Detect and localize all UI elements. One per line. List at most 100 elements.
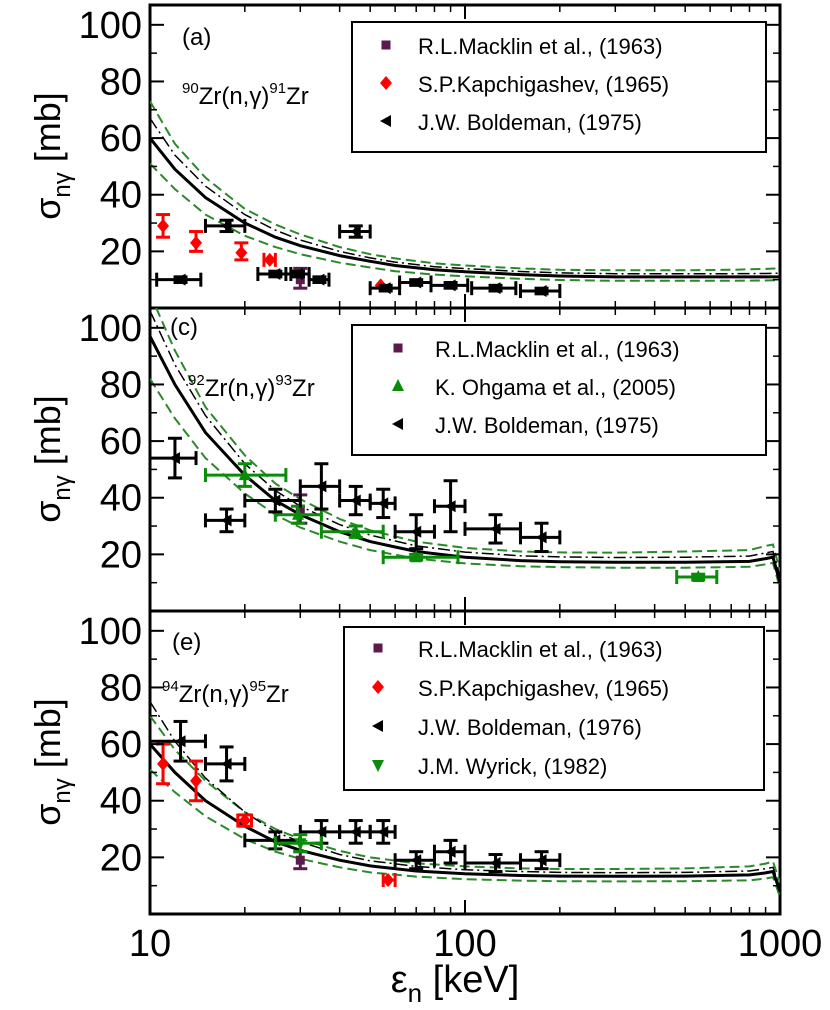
panel-c-data-point	[692, 570, 705, 583]
panel-a-ytick-label: 40	[100, 175, 142, 217]
panel-e-data-point	[382, 873, 395, 888]
panel-c-data-point	[410, 550, 423, 563]
panel-c-ytick-label: 80	[100, 364, 142, 406]
panel-e-data-point	[295, 855, 305, 865]
panel-e-ytick-label: 80	[100, 667, 142, 709]
panel-e-data-point	[157, 756, 170, 771]
panel-a-band-upper	[150, 100, 780, 272]
panel-e-ytick-label: 60	[100, 724, 142, 766]
panel-e-data-point	[238, 813, 251, 828]
panel-a-ytick-label: 20	[100, 231, 142, 273]
panel-a-data-point	[489, 282, 501, 295]
panel-c-data-point	[349, 494, 361, 507]
panel-c-ytick-label: 100	[79, 308, 142, 350]
legend-label: S.P.Kapchigashev, (1965)	[418, 676, 669, 701]
panel-e-data-point	[410, 854, 422, 867]
panel-c-data-point	[315, 480, 327, 493]
panel-a-data-point	[220, 219, 232, 232]
panel-e-xtick-label: 1000	[738, 923, 823, 965]
panel-e-data-point	[444, 845, 456, 858]
panel-c-data-point	[238, 468, 251, 481]
legend-marker	[381, 40, 391, 50]
legend-marker	[380, 76, 392, 90]
panel-e-ytick-label: 100	[79, 611, 142, 653]
legend-marker	[380, 115, 391, 127]
panel-a-band-lower	[150, 162, 780, 282]
legend-label: J.W. Boldeman, (1976)	[418, 715, 642, 740]
panel-e-dashdot-curve	[150, 701, 780, 889]
legend-marker	[372, 760, 384, 772]
panel-e-ylabel: σnγ [mb]	[27, 698, 76, 826]
panel-c-ytick-label: 60	[100, 421, 142, 463]
panel-c-dashdot-curve	[150, 310, 780, 578]
panel-c-data-point	[410, 525, 422, 538]
panel-e-legend: R.L.Macklin et al., (1963) S.P.Kapchigas…	[343, 626, 765, 791]
panel-e-reaction: 94Zr(n,γ)95Zr	[162, 678, 289, 708]
panel-e-data-point	[190, 773, 203, 788]
legend-marker	[372, 680, 384, 694]
panel-a-data-point	[349, 225, 361, 238]
panel-a-id: (a)	[182, 24, 211, 51]
panel-e-ytick-label: 20	[100, 837, 142, 879]
panel-e-data-point	[315, 825, 327, 838]
legend-marker	[392, 418, 403, 430]
panel-c-ytick-label: 40	[100, 478, 142, 520]
panel-c-data-point	[220, 514, 232, 527]
panel-a-data-point	[235, 245, 248, 260]
panel-c-data-point	[535, 531, 547, 544]
panel-c-data-point	[444, 500, 456, 513]
panel-e-data-point	[535, 854, 547, 867]
panel-c-data-point	[489, 522, 501, 535]
panel-c-theory-curve	[150, 335, 780, 584]
legend-label: R.L.Macklin et al., (1963)	[418, 637, 663, 662]
panel-a-data-point	[291, 268, 303, 281]
panel-a-ytick-label: 80	[100, 61, 142, 103]
panel-c-data-point	[377, 497, 389, 510]
panel-a-ytick-label: 100	[79, 5, 142, 47]
panel-a-data-point	[444, 279, 456, 292]
legend-marker	[373, 643, 383, 653]
panel-e-data-point	[349, 825, 361, 838]
panel-a-data-point	[263, 252, 276, 267]
legend-label: J.W. Boldeman, (1975)	[435, 413, 659, 438]
panel-c-data-point	[349, 524, 362, 537]
panel-e-data-point	[174, 735, 186, 748]
panel-c-data-point	[291, 507, 304, 520]
plots: 20 40 60 80 100 20 40 60 80 100 20 40 60 80 100 10 100 10…	[79, 5, 823, 965]
panel-c-ytick-label: 20	[100, 534, 142, 576]
panel-a-reaction: 90Zr(n,γ)91Zr	[182, 80, 309, 110]
panel-e-data-point	[220, 757, 232, 770]
panel-c-legend: R.L.Macklin et al., (1963) K. Ohgama et …	[351, 324, 767, 456]
panel-c-data-point	[269, 494, 281, 507]
panel-e-data-point	[489, 857, 501, 870]
panel-e-xtick-label: 100	[433, 923, 496, 965]
panel-a-data-point	[410, 276, 422, 289]
panel-c-id: (c)	[170, 314, 198, 341]
panel-c-plot-area	[150, 308, 780, 589]
panel-e-id: (e)	[172, 629, 201, 656]
panel-a-data-point	[313, 273, 325, 286]
panel-a-data-point	[157, 218, 170, 233]
legend-markers	[372, 40, 404, 772]
panel-a-data-point	[295, 275, 305, 285]
panel-e-band-lower	[150, 768, 780, 898]
legend-label: R.L.Macklin et al., (1963)	[435, 337, 680, 362]
legend-label: R.L.Macklin et al., (1963)	[418, 34, 663, 59]
panel-e-plot-area	[150, 701, 780, 898]
x-axis-label: εn [keV]	[391, 959, 520, 1008]
panel-a-data-point	[190, 235, 203, 250]
panel-a-legend: R.L.Macklin et al., (1963) S.P.Kapchigas…	[351, 21, 767, 153]
legend-label: J.M. Wyrick, (1982)	[418, 754, 607, 779]
panel-a-ylabel: σnγ [mb]	[27, 92, 76, 220]
panel-e-ytick-label: 40	[100, 781, 142, 823]
panel-c-data-point	[168, 452, 180, 465]
legend-label: S.P.Kapchigashev, (1965)	[418, 72, 669, 97]
legend-marker	[393, 343, 403, 353]
panel-e-xtick-label: 10	[129, 923, 171, 965]
panel-a-data-point	[379, 282, 391, 295]
panel-a-ytick-label: 60	[100, 118, 142, 160]
panel-a-theory-curve	[150, 137, 780, 279]
panel-a-data-point	[269, 268, 281, 281]
legend-marker	[372, 720, 383, 732]
